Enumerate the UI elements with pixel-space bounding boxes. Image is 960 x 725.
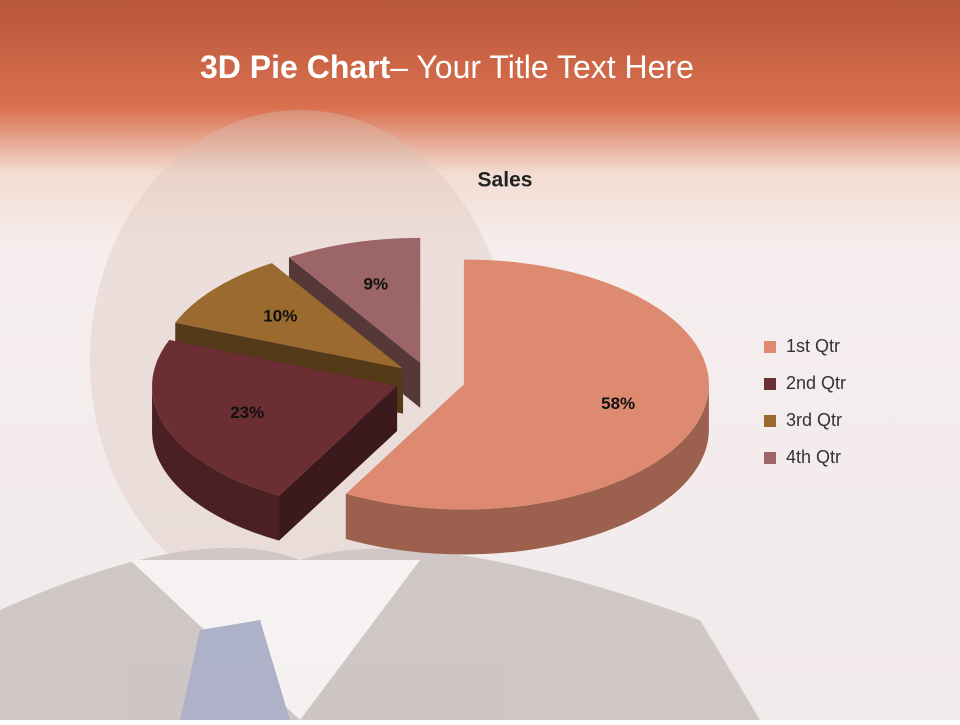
legend-label: 3rd Qtr (786, 410, 842, 430)
data-label: 23% (230, 403, 264, 422)
legend-label: 1st Qtr (786, 336, 840, 356)
slice-top (345, 259, 709, 510)
slice (345, 259, 709, 555)
slide-title-bold: 3D Pie Chart (200, 49, 391, 85)
slice (152, 340, 398, 541)
slice-outer-wall (152, 386, 280, 541)
slide-title: 3D Pie Chart– Your Title Text Here (200, 49, 694, 85)
slice-outer-wall (345, 384, 709, 555)
slice-top (152, 340, 398, 496)
legend-label: 2nd Qtr (786, 373, 846, 393)
legend-swatch (764, 378, 776, 390)
slice-top (288, 237, 421, 363)
legend-swatch (764, 415, 776, 427)
data-label: 9% (364, 274, 389, 293)
pie: 58% 23% 10% 9% (152, 237, 709, 555)
slice-top (175, 263, 404, 369)
legend-swatch (764, 341, 776, 353)
data-label: 10% (263, 306, 297, 325)
legend-swatch (764, 452, 776, 464)
slide-title-rest: – Your Title Text Here (390, 49, 694, 85)
data-label: 58% (601, 394, 635, 413)
chart-title: Sales (478, 169, 533, 192)
legend-label: 4th Qtr (786, 447, 841, 467)
legend: 1st Qtr 2nd Qtr 3rd Qtr 4th Qtr (764, 336, 846, 467)
